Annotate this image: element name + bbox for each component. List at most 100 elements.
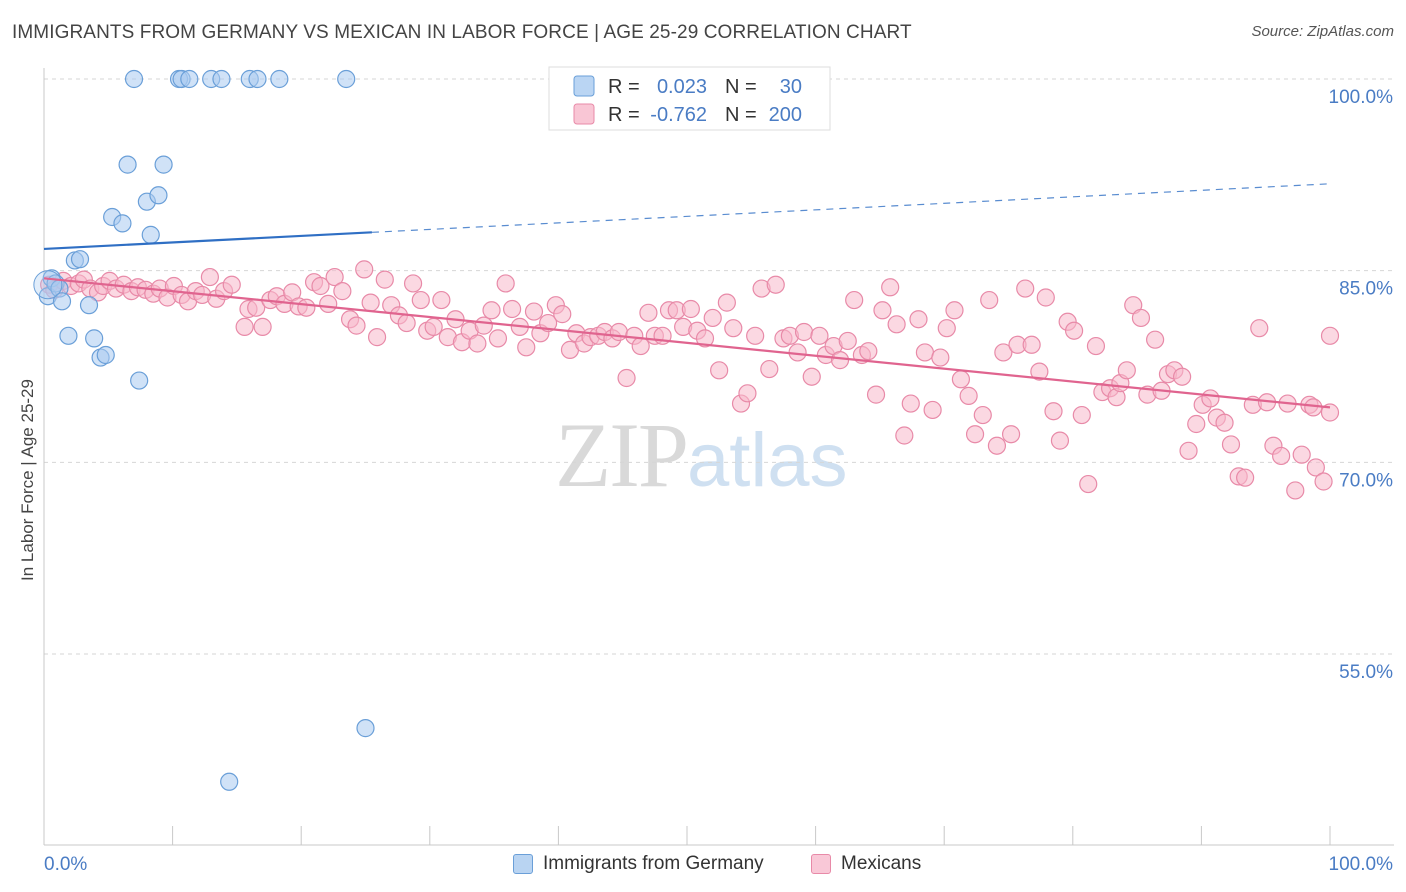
germany-point [79,296,99,315]
mexicans-point [1086,336,1106,356]
watermark: ZIPatlas [555,402,848,508]
mexicans-point [517,338,536,357]
mexicans-point [1179,441,1198,460]
mexicans-point [873,301,892,320]
mexicans-point [1022,335,1041,354]
mexicans-point [432,290,451,310]
mexicans-point [1044,402,1063,421]
germany-point [124,69,144,89]
y-tick-label: 70.0% [1339,470,1393,491]
mexicans-point [200,267,219,287]
mexicans-point [1306,458,1325,477]
legend-item-mexicans[interactable]: Mexicans [811,853,921,875]
mexicans-point [845,290,864,310]
mexicans-point [838,331,857,351]
legend-label-germany: Immigrants from Germany [543,853,764,874]
germany-point [85,329,104,348]
stats-r-value: -0.762 [650,104,707,126]
mexicans-point [1286,481,1305,500]
legend-item-germany[interactable]: Immigrants from Germany [513,853,764,875]
stats-n-value: 30 [780,76,802,98]
mexicans-point [760,359,779,379]
mexicans-point [488,329,508,348]
mexicans-point [802,367,821,386]
mexicans-point [931,348,950,367]
germany-point [141,225,160,244]
mexicans-point [361,293,380,312]
mexicans-point [987,436,1007,455]
germany-point [113,214,132,233]
mexicans-point [1236,468,1255,487]
mexicans-point [1030,362,1049,381]
mexicans-point [951,370,971,389]
mexicans-point [609,322,628,342]
mexicans-point [403,274,423,293]
stats-n-label: N = [725,104,757,126]
germany-point [96,345,115,365]
germany-point-cluster [33,270,63,300]
mexicans-point [915,343,935,362]
germany-point [270,69,289,89]
mexicans-point [710,361,729,380]
mexicans-point [411,290,430,310]
mexicans-point [482,301,501,320]
mexicans-point [1201,389,1220,408]
source-label: Source: ZipAtlas.com [1251,23,1394,40]
mexicans-point [1079,474,1098,494]
mexicans-point [503,299,522,319]
mexicans-point [1173,367,1192,386]
mexicans-point [1036,288,1055,307]
y-tick-label: 100.0% [1329,87,1394,108]
stats-legend-swatch [573,103,595,125]
germany-point [180,69,199,89]
mexicans-point [631,336,650,356]
mexicans-point [959,386,978,405]
germany-point [70,250,90,269]
watermark-zip: ZIP [555,404,689,506]
mexicans-point [1215,413,1234,432]
stats-legend-swatch [573,75,595,97]
mexicans-point [994,343,1013,362]
mexicans-point [901,394,920,413]
mexicans-point [253,317,272,336]
mexicans-point [367,328,387,347]
mexicans-point [524,302,544,321]
y-tick-label: 55.0% [1339,662,1393,683]
stats-r-value: 0.023 [657,76,707,98]
mexicans-point [1187,414,1206,434]
bottom-legend: Immigrants from Germany Mexicans [0,850,1406,880]
x-tick-label: 100.0% [1329,854,1394,875]
germany-trend-line [43,231,372,251]
germany-point [130,371,149,390]
mexicans-point [830,351,850,370]
mexicans-point [1072,405,1091,425]
germany-point [248,69,267,89]
mexicans-point [1320,326,1340,345]
mexicans-point [1292,445,1311,464]
watermark-atlas: atlas [687,418,848,503]
mexicans-point [1117,361,1136,380]
mexicans-point [319,294,338,313]
germany-point [220,772,239,791]
mexicans-point [1272,446,1291,466]
stats-n-value: 200 [769,104,802,126]
mexicans-point [397,313,416,333]
mexicans-point [553,305,572,324]
mexicans-point [333,282,352,301]
mexicans-point [909,310,928,329]
mexicans-point [724,319,743,338]
mexicans-point [810,326,829,345]
germany-point [52,292,72,311]
germany-trend-extension [371,183,1331,233]
germany-point [149,186,168,205]
mexicans-point [681,299,700,319]
germany-point [118,155,137,174]
mexicans-point [973,405,992,425]
mexicans-point [639,303,658,322]
mexicans-point [746,326,765,345]
mexicans-point [1146,330,1165,349]
chart-title: IMMIGRANTS FROM GERMANY VS MEXICAN IN LA… [12,22,912,43]
mexicans-point [794,322,814,342]
mexicans-point [1131,308,1151,328]
mexicans-point [937,319,956,338]
